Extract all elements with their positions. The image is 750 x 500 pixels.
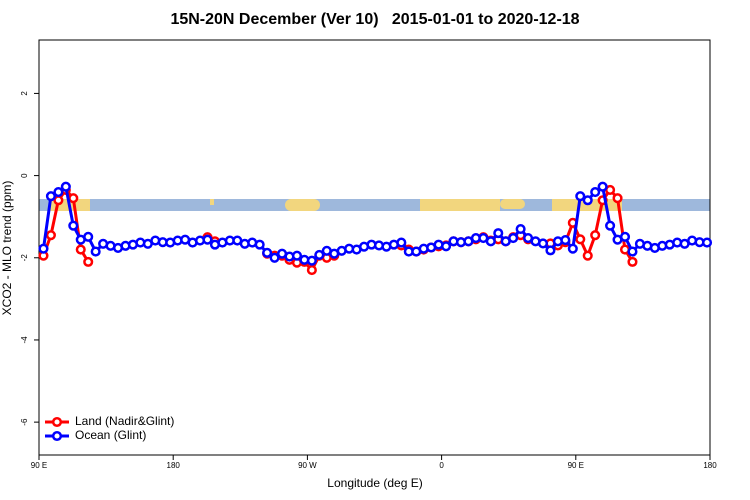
data-point — [60, 181, 71, 192]
legend-marker — [51, 416, 63, 428]
legend-marker — [51, 430, 63, 442]
data-point — [68, 193, 79, 204]
y-tick-label: 0 — [20, 173, 29, 178]
data-point — [619, 231, 631, 242]
data-point — [590, 186, 601, 198]
map-strip — [39, 199, 710, 211]
data-point — [575, 191, 586, 202]
data-point — [254, 239, 265, 250]
x-tick-label: 90 E — [568, 461, 584, 470]
data-point — [493, 228, 504, 239]
data-point — [441, 241, 452, 252]
data-point — [68, 220, 79, 231]
data-point — [262, 247, 273, 258]
data-point — [627, 246, 638, 257]
x-tick-label: 90 E — [31, 461, 47, 470]
data-point — [701, 237, 713, 248]
data-point — [45, 191, 56, 202]
data-point — [485, 236, 496, 247]
data-point — [38, 243, 49, 254]
data-point — [582, 195, 593, 206]
data-point — [537, 238, 549, 249]
y-tick-label: 2 — [20, 91, 29, 96]
x-tick-label: 0 — [439, 461, 444, 470]
data-point — [90, 246, 101, 257]
series — [38, 181, 713, 266]
data-point — [545, 245, 556, 256]
y-tick-label: -2 — [20, 254, 29, 262]
y-tick-label: -6 — [20, 418, 29, 426]
data-point — [306, 265, 317, 276]
legend-label: Land (Nadir&Glint) — [75, 414, 174, 428]
data-point — [314, 249, 325, 260]
legend-label: Ocean (Glint) — [75, 428, 146, 442]
data-point — [83, 256, 94, 267]
data-point — [202, 234, 213, 245]
data-point — [508, 232, 519, 244]
data-point — [590, 230, 601, 241]
chart-title: 15N-20N December (Ver 10) 2015-01-01 to … — [170, 11, 579, 28]
data-point — [612, 193, 623, 204]
data-point — [45, 230, 56, 241]
x-axis-title: Longitude (deg E) — [327, 476, 422, 490]
data-point — [575, 234, 586, 245]
y-axis-title: XCO2 - MLO trend (ppm) — [0, 181, 14, 316]
data-point — [597, 181, 608, 192]
data-point — [627, 256, 638, 267]
data-point — [269, 252, 280, 263]
data-point — [605, 220, 616, 231]
data-point — [75, 244, 86, 255]
x-tick-label: 180 — [167, 461, 181, 470]
y-tick-label: -4 — [20, 336, 29, 344]
data-point — [306, 255, 317, 266]
data-point — [53, 186, 64, 198]
data-point — [582, 250, 593, 261]
data-point — [83, 231, 94, 242]
data-point — [560, 235, 571, 246]
data-point — [396, 237, 407, 248]
x-tick-label: 180 — [703, 461, 717, 470]
data-point — [567, 243, 578, 254]
data-point — [291, 250, 303, 261]
data-point — [515, 223, 526, 235]
x-tick-label: 90 W — [298, 461, 317, 470]
